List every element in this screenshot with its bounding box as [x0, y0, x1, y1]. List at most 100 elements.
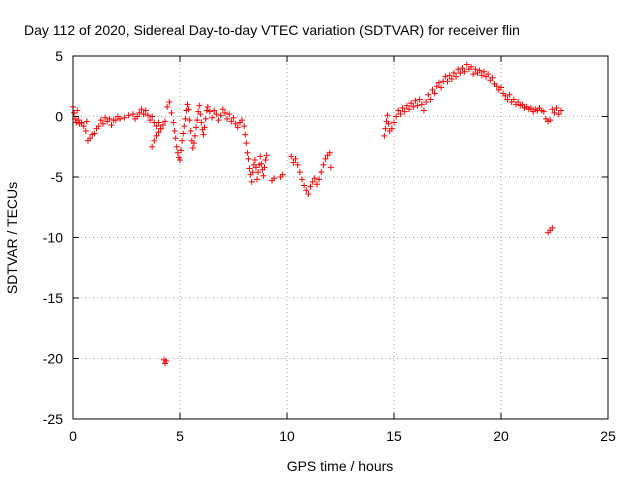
data-point	[549, 224, 556, 231]
data-point	[463, 61, 470, 68]
data-point	[78, 119, 85, 126]
data-point	[519, 101, 526, 108]
data-point	[102, 114, 109, 121]
data-point	[493, 83, 500, 90]
data-point	[480, 68, 487, 75]
data-point	[326, 149, 333, 156]
data-point	[206, 108, 213, 115]
data-point	[121, 114, 128, 121]
data-point	[193, 124, 200, 131]
data-point	[248, 178, 255, 185]
data-point	[271, 175, 278, 182]
data-point	[181, 123, 188, 130]
data-point	[322, 155, 329, 162]
data-point	[242, 131, 249, 138]
data-point	[502, 92, 509, 99]
data-point	[298, 176, 305, 183]
data-point	[425, 91, 432, 98]
data-point	[95, 123, 102, 130]
data-point	[457, 69, 464, 76]
chart-title: Day 112 of 2020, Sidereal Day-to-day VTE…	[24, 22, 520, 38]
data-point	[292, 155, 299, 162]
data-point	[311, 175, 318, 182]
data-point	[224, 115, 231, 122]
data-point	[260, 172, 267, 179]
data-point	[459, 65, 466, 72]
data-point	[149, 113, 156, 120]
data-point	[327, 164, 334, 171]
y-tick-label: -25	[43, 411, 63, 427]
data-point	[213, 111, 220, 118]
data-point	[194, 117, 201, 124]
data-point	[219, 106, 226, 113]
data-point	[186, 117, 193, 124]
data-point	[245, 155, 252, 162]
data-point	[303, 187, 310, 194]
data-point	[138, 106, 145, 113]
y-tick-label: 5	[55, 48, 63, 64]
data-point	[468, 63, 475, 70]
data-point	[230, 114, 237, 121]
data-point	[551, 109, 558, 116]
data-point	[91, 130, 98, 137]
data-point	[381, 132, 388, 139]
data-point	[258, 160, 265, 167]
data-point	[151, 137, 158, 144]
data-point	[147, 117, 154, 124]
data-point	[244, 149, 251, 156]
data-point	[313, 181, 320, 188]
data-point	[294, 161, 301, 168]
data-point	[279, 171, 286, 178]
data-point	[99, 120, 106, 127]
data-point	[166, 98, 173, 105]
data-point	[301, 182, 308, 189]
data-point	[234, 124, 241, 131]
data-point	[309, 178, 316, 185]
data-point	[384, 112, 391, 119]
data-point	[453, 73, 460, 80]
data-point	[470, 71, 477, 78]
data-point	[261, 164, 268, 171]
data-point	[423, 98, 430, 105]
data-point	[180, 130, 187, 137]
data-point	[80, 123, 87, 130]
data-point	[557, 107, 564, 114]
data-point	[232, 120, 239, 127]
data-point	[83, 118, 90, 125]
y-tick-label: -15	[43, 290, 63, 306]
data-point	[159, 121, 166, 128]
data-point	[382, 125, 389, 132]
data-point	[388, 125, 395, 132]
data-point	[416, 96, 423, 103]
data-point	[405, 106, 412, 113]
data-point	[391, 119, 397, 126]
data-point	[189, 144, 196, 151]
data-point	[478, 72, 485, 79]
data-point	[408, 100, 415, 107]
data-point	[553, 105, 560, 112]
data-point	[246, 165, 253, 172]
data-point	[399, 105, 406, 112]
data-point	[444, 78, 451, 85]
data-point	[197, 111, 204, 118]
data-point	[252, 164, 259, 171]
data-point	[140, 111, 147, 118]
data-point	[262, 157, 269, 164]
data-point	[255, 169, 262, 176]
data-point	[202, 115, 209, 122]
data-point	[200, 131, 207, 138]
data-point	[174, 149, 181, 156]
data-point	[527, 105, 534, 112]
data-point	[296, 169, 303, 176]
x-tick-label: 5	[176, 428, 184, 444]
data-point	[446, 72, 453, 79]
data-point	[97, 117, 104, 124]
data-point	[157, 125, 164, 132]
data-point	[290, 159, 297, 166]
data-point	[414, 102, 421, 109]
data-point	[435, 79, 442, 86]
data-point	[393, 113, 400, 120]
data-point	[117, 115, 124, 122]
data-point	[418, 101, 425, 108]
